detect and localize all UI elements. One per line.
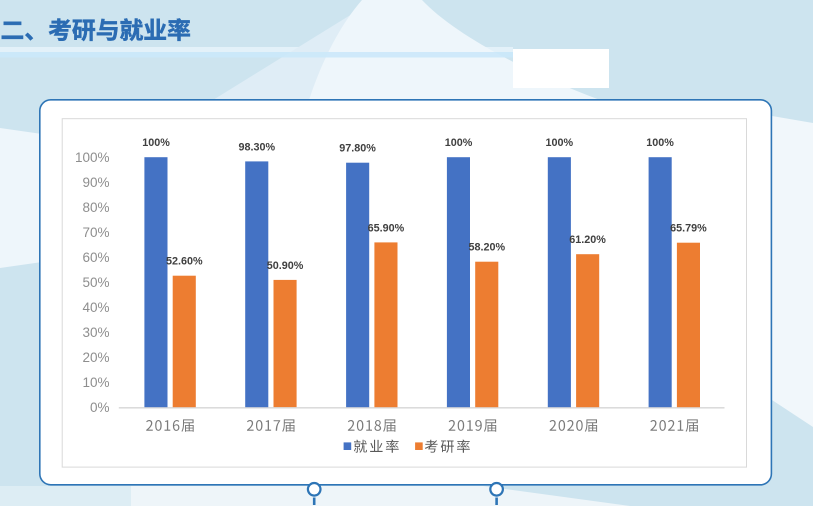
svg-text:90%: 90%: [82, 175, 109, 190]
svg-text:100%: 100%: [142, 137, 170, 149]
svg-text:10%: 10%: [82, 375, 109, 390]
svg-text:30%: 30%: [82, 325, 109, 340]
svg-text:97.80%: 97.80%: [339, 143, 376, 155]
svg-text:40%: 40%: [82, 300, 109, 315]
svg-text:0%: 0%: [90, 400, 110, 415]
svg-text:50%: 50%: [82, 275, 109, 290]
svg-text:65.90%: 65.90%: [368, 222, 405, 234]
svg-text:60%: 60%: [82, 250, 109, 265]
svg-text:65.79%: 65.79%: [670, 223, 707, 235]
svg-text:98.30%: 98.30%: [238, 141, 275, 153]
svg-text:100%: 100%: [445, 137, 473, 149]
svg-text:100%: 100%: [545, 137, 573, 149]
svg-text:80%: 80%: [82, 200, 109, 215]
svg-text:58.20%: 58.20%: [468, 242, 505, 254]
svg-text:52.60%: 52.60%: [166, 256, 203, 268]
svg-text:100%: 100%: [75, 150, 110, 165]
svg-text:50.90%: 50.90%: [267, 260, 304, 272]
svg-text:100%: 100%: [646, 137, 674, 149]
svg-text:61.20%: 61.20%: [569, 234, 606, 246]
svg-text:70%: 70%: [82, 225, 109, 240]
svg-text:20%: 20%: [82, 350, 109, 365]
